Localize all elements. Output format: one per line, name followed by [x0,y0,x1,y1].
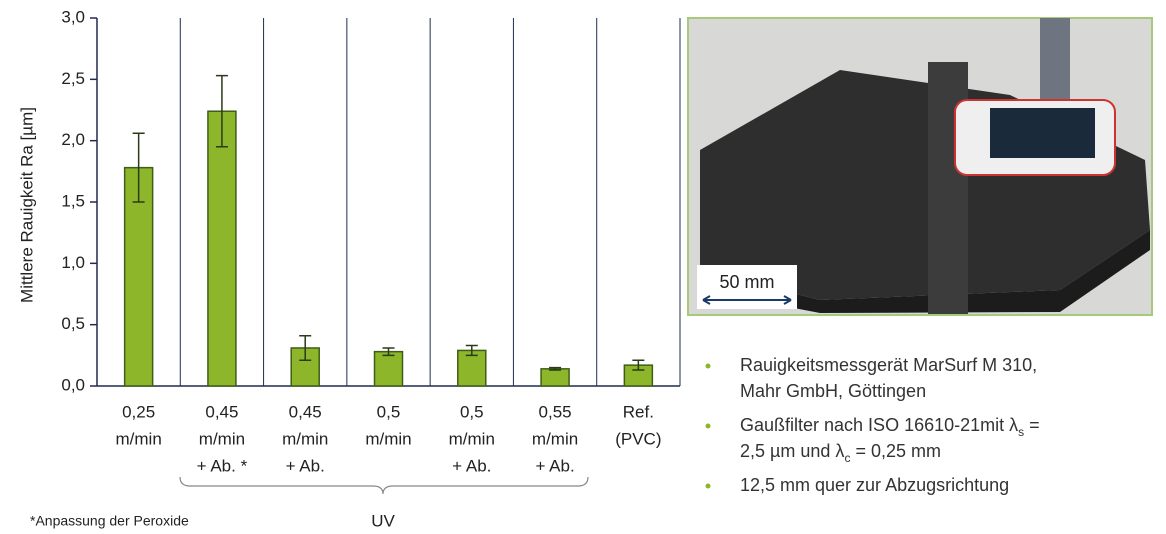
x-tick-label: 0,45 [205,402,238,421]
group-label: UV [371,511,395,530]
bar [373,350,404,387]
bullet-text-part: = 0,25 mm [850,441,941,461]
bullet-text: 12,5 mm quer zur Abzugsrichtung [740,475,1009,495]
x-tick-label: m/min [449,429,495,448]
scale-box [697,265,797,309]
y-tick-label: 3,0 [61,7,85,26]
x-tick-label: m/min [116,429,162,448]
bullet-text-part: Mahr GmbH, Göttingen [740,381,926,401]
y-tick-label: 1,5 [61,191,85,210]
x-tick-label: 0,25 [122,402,155,421]
bar [457,349,487,387]
y-tick-label: 2,5 [61,69,85,88]
y-tick-label: 0,5 [61,314,85,333]
bullet-text-part: c [844,451,850,465]
y-axis-label: Mittlere Rauigkeit Ra [µm] [17,107,36,303]
scale-arrow [702,295,792,305]
x-tick-label: 0,45 [289,402,322,421]
bullet-dot [705,363,711,369]
x-tick-label: 0,5 [377,402,401,421]
x-tick-label: m/min [199,429,245,448]
scale-label: 50 mm [719,272,774,292]
y-tick-label: 2,0 [61,130,85,149]
bullet-text-part: Gaußfilter nach ISO 16610-21mit λ [740,415,1018,435]
device-screen [990,108,1095,158]
bar [928,62,968,314]
bullet-text: Mahr GmbH, Göttingen [740,381,926,401]
y-tick-label: 1,0 [61,253,85,272]
bullet-text: Gaußfilter nach ISO 16610-21mit λs = [740,415,1040,439]
x-tick-label: + Ab. [286,456,325,475]
x-tick-label: + Ab. [452,456,491,475]
bullet-text: 2,5 µm und λc = 0,25 mm [740,441,941,465]
bar [123,166,154,387]
photo: 50 mm [687,17,1153,316]
bullet-text: Rauigkeitsmessgerät MarSurf M 310, [740,355,1037,375]
bullet-dot [705,483,711,489]
y-tick-label: 0,0 [61,375,85,394]
x-tick-label: m/min [282,429,328,448]
group-brace [179,476,589,495]
error-bar [215,74,228,148]
error-bar [299,334,312,361]
bullet-text-part: 2,5 µm und λ [740,441,844,461]
x-tick-label: m/min [365,429,411,448]
bar [540,368,570,387]
error-bar [549,366,562,371]
x-tick-label: 0,55 [539,402,572,421]
bullet-dot [705,423,711,429]
plate-edge [700,230,1150,313]
stand [1040,18,1070,108]
x-tick-label: m/min [532,429,578,448]
x-tick-label: + Ab. * [197,456,248,475]
error-bar [382,347,395,357]
bullet-text-part: 12,5 mm quer zur Abzugsrichtung [740,475,1009,495]
bar [290,347,320,387]
footnote: *Anpassung der Peroxide [30,513,189,529]
error-bar [465,344,478,357]
bullet-text-part: Rauigkeitsmessgerät MarSurf M 310, [740,355,1037,375]
error-bar [132,132,145,203]
x-tick-label: + Ab. [535,456,574,475]
bar [207,110,237,387]
bullet-text-part: s [1018,425,1024,439]
bullet-text-part: = [1024,415,1040,435]
x-tick-label: Ref. [623,402,654,421]
error-bar [632,359,645,371]
x-tick-label: (PVC) [615,429,661,448]
x-tick-label: 0,5 [460,402,484,421]
